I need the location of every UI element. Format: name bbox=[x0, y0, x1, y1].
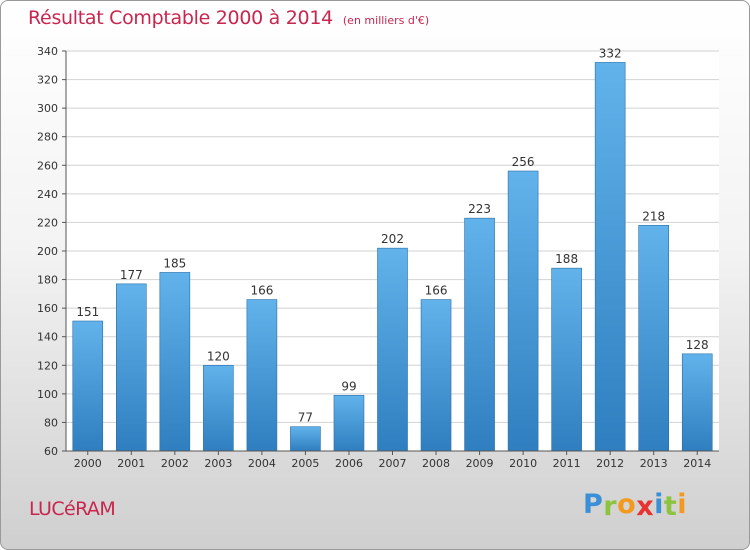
logo-letter: o bbox=[617, 489, 637, 520]
bar-2007 bbox=[377, 247, 408, 452]
y-tick-label: 80 bbox=[44, 416, 58, 429]
value-label-2013: 218 bbox=[642, 209, 665, 223]
bar-2002 bbox=[159, 272, 191, 452]
y-tick-label: 180 bbox=[37, 274, 58, 287]
commune-name: LUCéRAM bbox=[29, 498, 116, 520]
logo-letter: x bbox=[636, 491, 655, 522]
value-label-2011: 188 bbox=[555, 252, 578, 266]
x-tick-label-2002: 2002 bbox=[161, 457, 189, 470]
bar-2000 bbox=[72, 320, 104, 452]
value-label-2010: 256 bbox=[512, 155, 535, 169]
value-label-2005: 77 bbox=[298, 411, 313, 425]
logo-letter: i bbox=[654, 489, 664, 520]
proxiti-logo: Proxiti bbox=[583, 489, 688, 522]
y-tick-label: 140 bbox=[37, 331, 58, 344]
bar-2010 bbox=[507, 170, 539, 452]
bar-2011 bbox=[551, 267, 582, 452]
y-tick-label: 340 bbox=[37, 45, 58, 58]
bar-2012 bbox=[594, 62, 626, 452]
y-tick-label: 280 bbox=[37, 131, 58, 144]
y-tick-label: 60 bbox=[44, 445, 58, 458]
y-tick-label: 300 bbox=[37, 102, 58, 115]
bar-2009 bbox=[464, 217, 495, 452]
x-tick-label-2008: 2008 bbox=[422, 457, 450, 470]
x-tick-label-2010: 2010 bbox=[509, 457, 537, 470]
title-text: Résultat Comptable 2000 à 2014 bbox=[28, 7, 333, 29]
bar-2014 bbox=[681, 353, 713, 452]
y-tick-label: 160 bbox=[37, 302, 58, 315]
value-label-2004: 166 bbox=[250, 284, 273, 298]
logo-letter: r bbox=[603, 491, 618, 522]
x-tick-label-2013: 2013 bbox=[640, 457, 668, 470]
y-tick-label: 200 bbox=[37, 245, 58, 258]
bar-2008 bbox=[420, 299, 452, 452]
bar-2004 bbox=[246, 299, 278, 452]
chart-subtitle: (en milliers d'€) bbox=[342, 14, 430, 27]
bar-2006 bbox=[333, 394, 365, 452]
value-label-2001: 177 bbox=[120, 268, 143, 282]
x-tick-label-2011: 2011 bbox=[553, 457, 581, 470]
value-label-2000: 151 bbox=[76, 305, 99, 319]
bar-2013 bbox=[638, 224, 670, 452]
y-tick-label: 220 bbox=[37, 216, 58, 229]
logo-letter: t bbox=[663, 491, 678, 522]
logo-letter: i bbox=[677, 489, 688, 520]
logo-letter: P bbox=[583, 489, 604, 520]
value-label-2008: 166 bbox=[425, 284, 448, 298]
y-tick-label: 320 bbox=[37, 74, 58, 87]
bar-2005 bbox=[290, 426, 321, 452]
value-label-2007: 202 bbox=[381, 232, 404, 246]
x-tick-label-2003: 2003 bbox=[204, 457, 232, 470]
x-tick-label-2000: 2000 bbox=[74, 457, 102, 470]
x-tick-label-2006: 2006 bbox=[335, 457, 363, 470]
bar-2003 bbox=[203, 364, 234, 452]
x-tick-label-2009: 2009 bbox=[466, 457, 494, 470]
x-tick-label-2005: 2005 bbox=[291, 457, 319, 470]
bar-2001 bbox=[116, 283, 147, 452]
value-label-2006: 99 bbox=[341, 379, 356, 393]
y-tick-label: 240 bbox=[37, 188, 58, 201]
y-tick-label: 120 bbox=[37, 359, 58, 372]
x-tick-label-2004: 2004 bbox=[248, 457, 276, 470]
chart-title: Résultat Comptable 2000 à 2014 (en millie… bbox=[28, 7, 429, 29]
value-label-2012: 332 bbox=[599, 46, 622, 60]
x-tick-label-2001: 2001 bbox=[117, 457, 145, 470]
x-tick-label-2014: 2014 bbox=[683, 457, 711, 470]
x-tick-label-2012: 2012 bbox=[596, 457, 624, 470]
y-tick-label: 100 bbox=[37, 388, 58, 401]
value-label-2014: 128 bbox=[686, 338, 709, 352]
value-label-2009: 223 bbox=[468, 202, 491, 216]
value-label-2003: 120 bbox=[207, 349, 230, 363]
value-label-2002: 185 bbox=[163, 256, 186, 270]
y-tick-label: 260 bbox=[37, 159, 58, 172]
x-tick-label-2007: 2007 bbox=[379, 457, 407, 470]
